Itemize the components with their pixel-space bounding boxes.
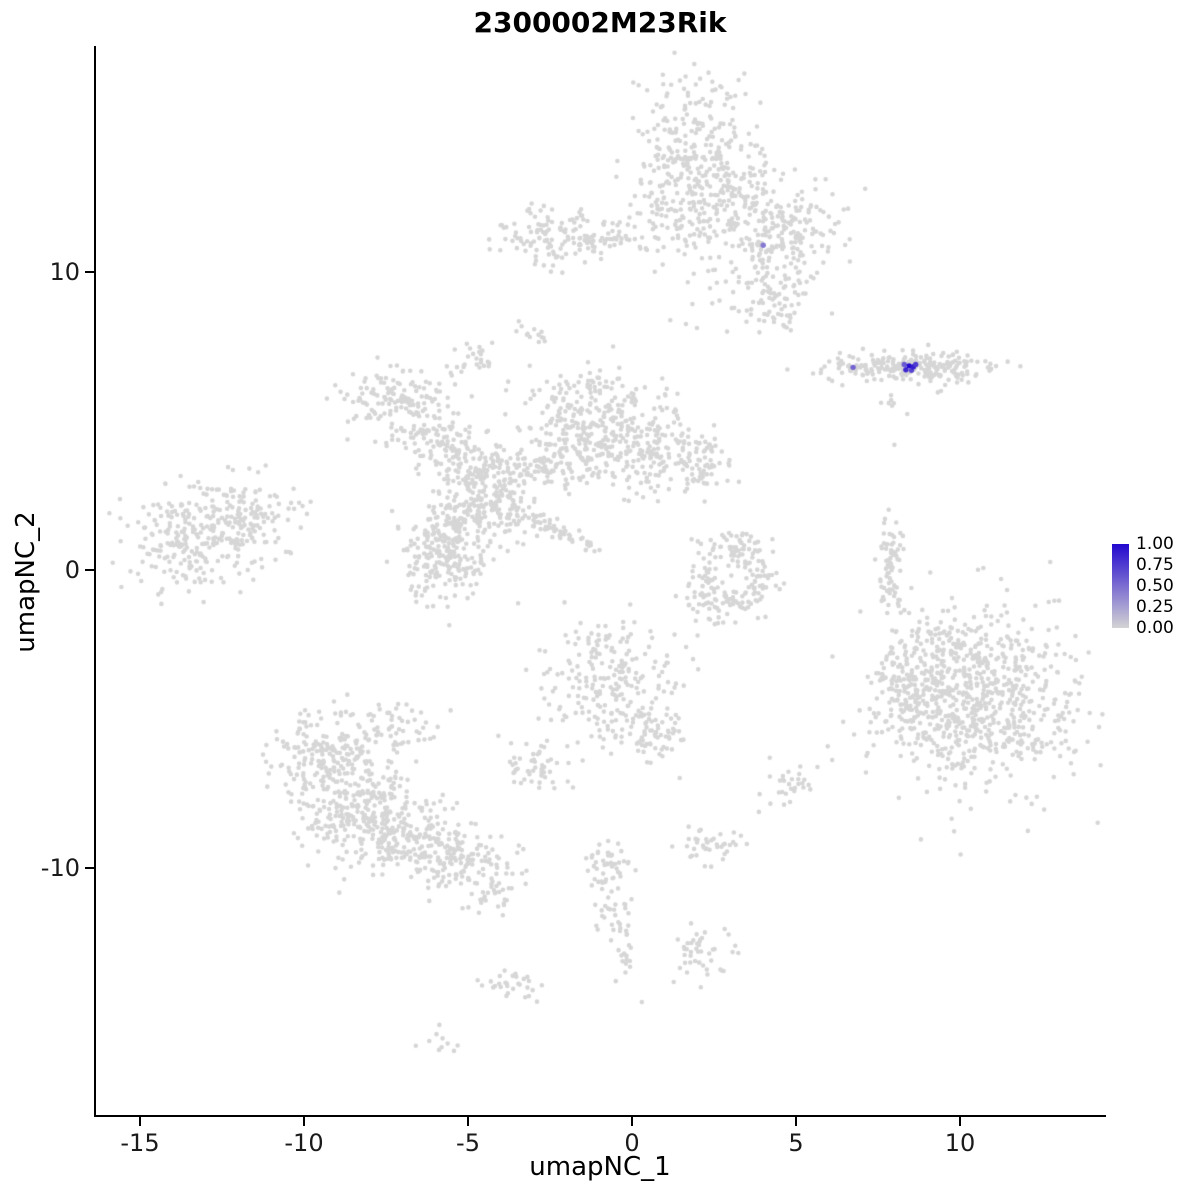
x-tick-mark <box>467 1117 469 1126</box>
legend-label: 0.50 <box>1136 576 1174 596</box>
x-axis-line <box>94 1115 1106 1117</box>
x-tick-mark <box>631 1117 633 1126</box>
legend-label: 0.00 <box>1136 618 1174 638</box>
y-tick-mark <box>85 271 94 273</box>
y-tick-mark <box>85 569 94 571</box>
x-axis-title: umapNC_1 <box>529 1152 671 1182</box>
y-tick-label: 10 <box>49 258 80 286</box>
legend-gradient-bar <box>1112 544 1129 628</box>
expression-legend: 1.00 0.75 0.50 0.25 0.00 <box>1112 535 1196 640</box>
y-axis-line <box>94 46 96 1117</box>
legend-label: 0.25 <box>1136 597 1174 617</box>
x-tick-label: -10 <box>284 1129 324 1157</box>
y-tick-mark <box>85 867 94 869</box>
x-tick-mark <box>303 1117 305 1126</box>
y-tick-label: -10 <box>40 854 80 882</box>
plot-title: 2300002M23Rik <box>473 6 727 39</box>
x-tick-label: -15 <box>120 1129 160 1157</box>
x-tick-label: 10 <box>944 1129 976 1157</box>
x-tick-mark <box>139 1117 141 1126</box>
x-tick-mark <box>959 1117 961 1126</box>
x-tick-mark <box>795 1117 797 1126</box>
x-tick-label: 5 <box>788 1129 804 1157</box>
x-tick-label: -5 <box>456 1129 480 1157</box>
legend-label: 1.00 <box>1136 534 1174 554</box>
x-tick-label: 0 <box>624 1129 640 1157</box>
legend-label: 0.75 <box>1136 555 1174 575</box>
y-axis-title: umapNC_2 <box>11 511 41 653</box>
y-tick-label: 0 <box>64 556 80 584</box>
